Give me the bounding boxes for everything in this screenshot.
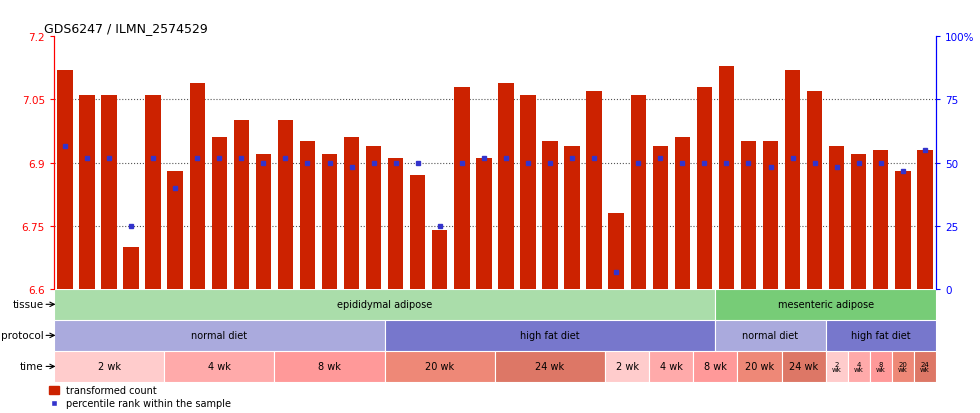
Bar [715, 289, 936, 320]
Bar [609, 214, 624, 289]
Text: GDS6247 / ILMN_2574529: GDS6247 / ILMN_2574529 [44, 22, 208, 35]
Text: 2 wk: 2 wk [615, 361, 639, 372]
Text: tissue: tissue [12, 299, 43, 310]
Bar [212, 138, 227, 289]
Text: 24 wk: 24 wk [535, 361, 564, 372]
Bar [385, 351, 495, 382]
Text: 20 wk: 20 wk [425, 361, 455, 372]
Text: 24 wk: 24 wk [789, 361, 818, 372]
Bar [892, 351, 913, 382]
Text: mesenteric adipose: mesenteric adipose [777, 299, 874, 310]
Bar [123, 247, 139, 289]
Text: 4 wk: 4 wk [660, 361, 683, 372]
Text: 20
wk: 20 wk [898, 361, 907, 372]
Bar [366, 146, 381, 289]
Bar [388, 159, 404, 289]
Bar [542, 142, 558, 289]
Bar [586, 92, 602, 289]
Bar [829, 146, 845, 289]
Text: protocol: protocol [1, 330, 43, 341]
Bar [694, 351, 738, 382]
Bar [101, 96, 117, 289]
Bar [454, 88, 469, 289]
Bar [718, 66, 734, 289]
Text: epididymal adipose: epididymal adipose [337, 299, 432, 310]
Bar [520, 96, 536, 289]
Bar [825, 320, 936, 351]
Bar [321, 155, 337, 289]
Bar [782, 351, 826, 382]
Bar [762, 142, 778, 289]
Bar [79, 96, 95, 289]
Text: time: time [20, 361, 43, 372]
Bar [410, 176, 425, 289]
Bar [674, 138, 690, 289]
Text: 8
wk: 8 wk [876, 361, 886, 372]
Bar [385, 320, 715, 351]
Bar [495, 351, 606, 382]
Bar [145, 96, 161, 289]
Bar [848, 351, 870, 382]
Bar [54, 320, 385, 351]
Bar [54, 351, 165, 382]
Text: 8 wk: 8 wk [704, 361, 727, 372]
Bar [300, 142, 316, 289]
Bar [165, 351, 274, 382]
Text: high fat diet: high fat diet [520, 330, 580, 341]
Text: 20 wk: 20 wk [745, 361, 774, 372]
Bar [564, 146, 580, 289]
Bar [825, 351, 848, 382]
Text: 4 wk: 4 wk [208, 361, 230, 372]
Text: normal diet: normal diet [191, 330, 247, 341]
Bar [895, 171, 910, 289]
Text: 2
wk: 2 wk [832, 361, 842, 372]
Bar [697, 88, 712, 289]
Bar [189, 83, 205, 289]
Bar [851, 155, 866, 289]
Bar [432, 230, 448, 289]
Text: 2 wk: 2 wk [98, 361, 121, 372]
Bar [54, 289, 715, 320]
Bar [807, 92, 822, 289]
Bar [256, 155, 271, 289]
Text: 8 wk: 8 wk [318, 361, 341, 372]
Bar [168, 171, 183, 289]
Bar [917, 151, 933, 289]
Bar [715, 320, 825, 351]
Bar [57, 71, 73, 289]
Bar [913, 351, 936, 382]
Bar [344, 138, 360, 289]
Bar [870, 351, 892, 382]
Bar [873, 151, 889, 289]
Bar [277, 121, 293, 289]
Bar [630, 96, 646, 289]
Text: normal diet: normal diet [743, 330, 799, 341]
Legend: transformed count, percentile rank within the sample: transformed count, percentile rank withi… [49, 385, 231, 408]
Bar [606, 351, 650, 382]
Bar [653, 146, 668, 289]
Text: 4
wk: 4 wk [854, 361, 863, 372]
Bar [233, 121, 249, 289]
Bar [650, 351, 694, 382]
Bar [737, 351, 782, 382]
Bar [785, 71, 801, 289]
Bar [741, 142, 757, 289]
Bar [498, 83, 514, 289]
Bar [476, 159, 492, 289]
Text: high fat diet: high fat diet [851, 330, 910, 341]
Text: 24
wk: 24 wk [920, 361, 930, 372]
Bar [274, 351, 385, 382]
